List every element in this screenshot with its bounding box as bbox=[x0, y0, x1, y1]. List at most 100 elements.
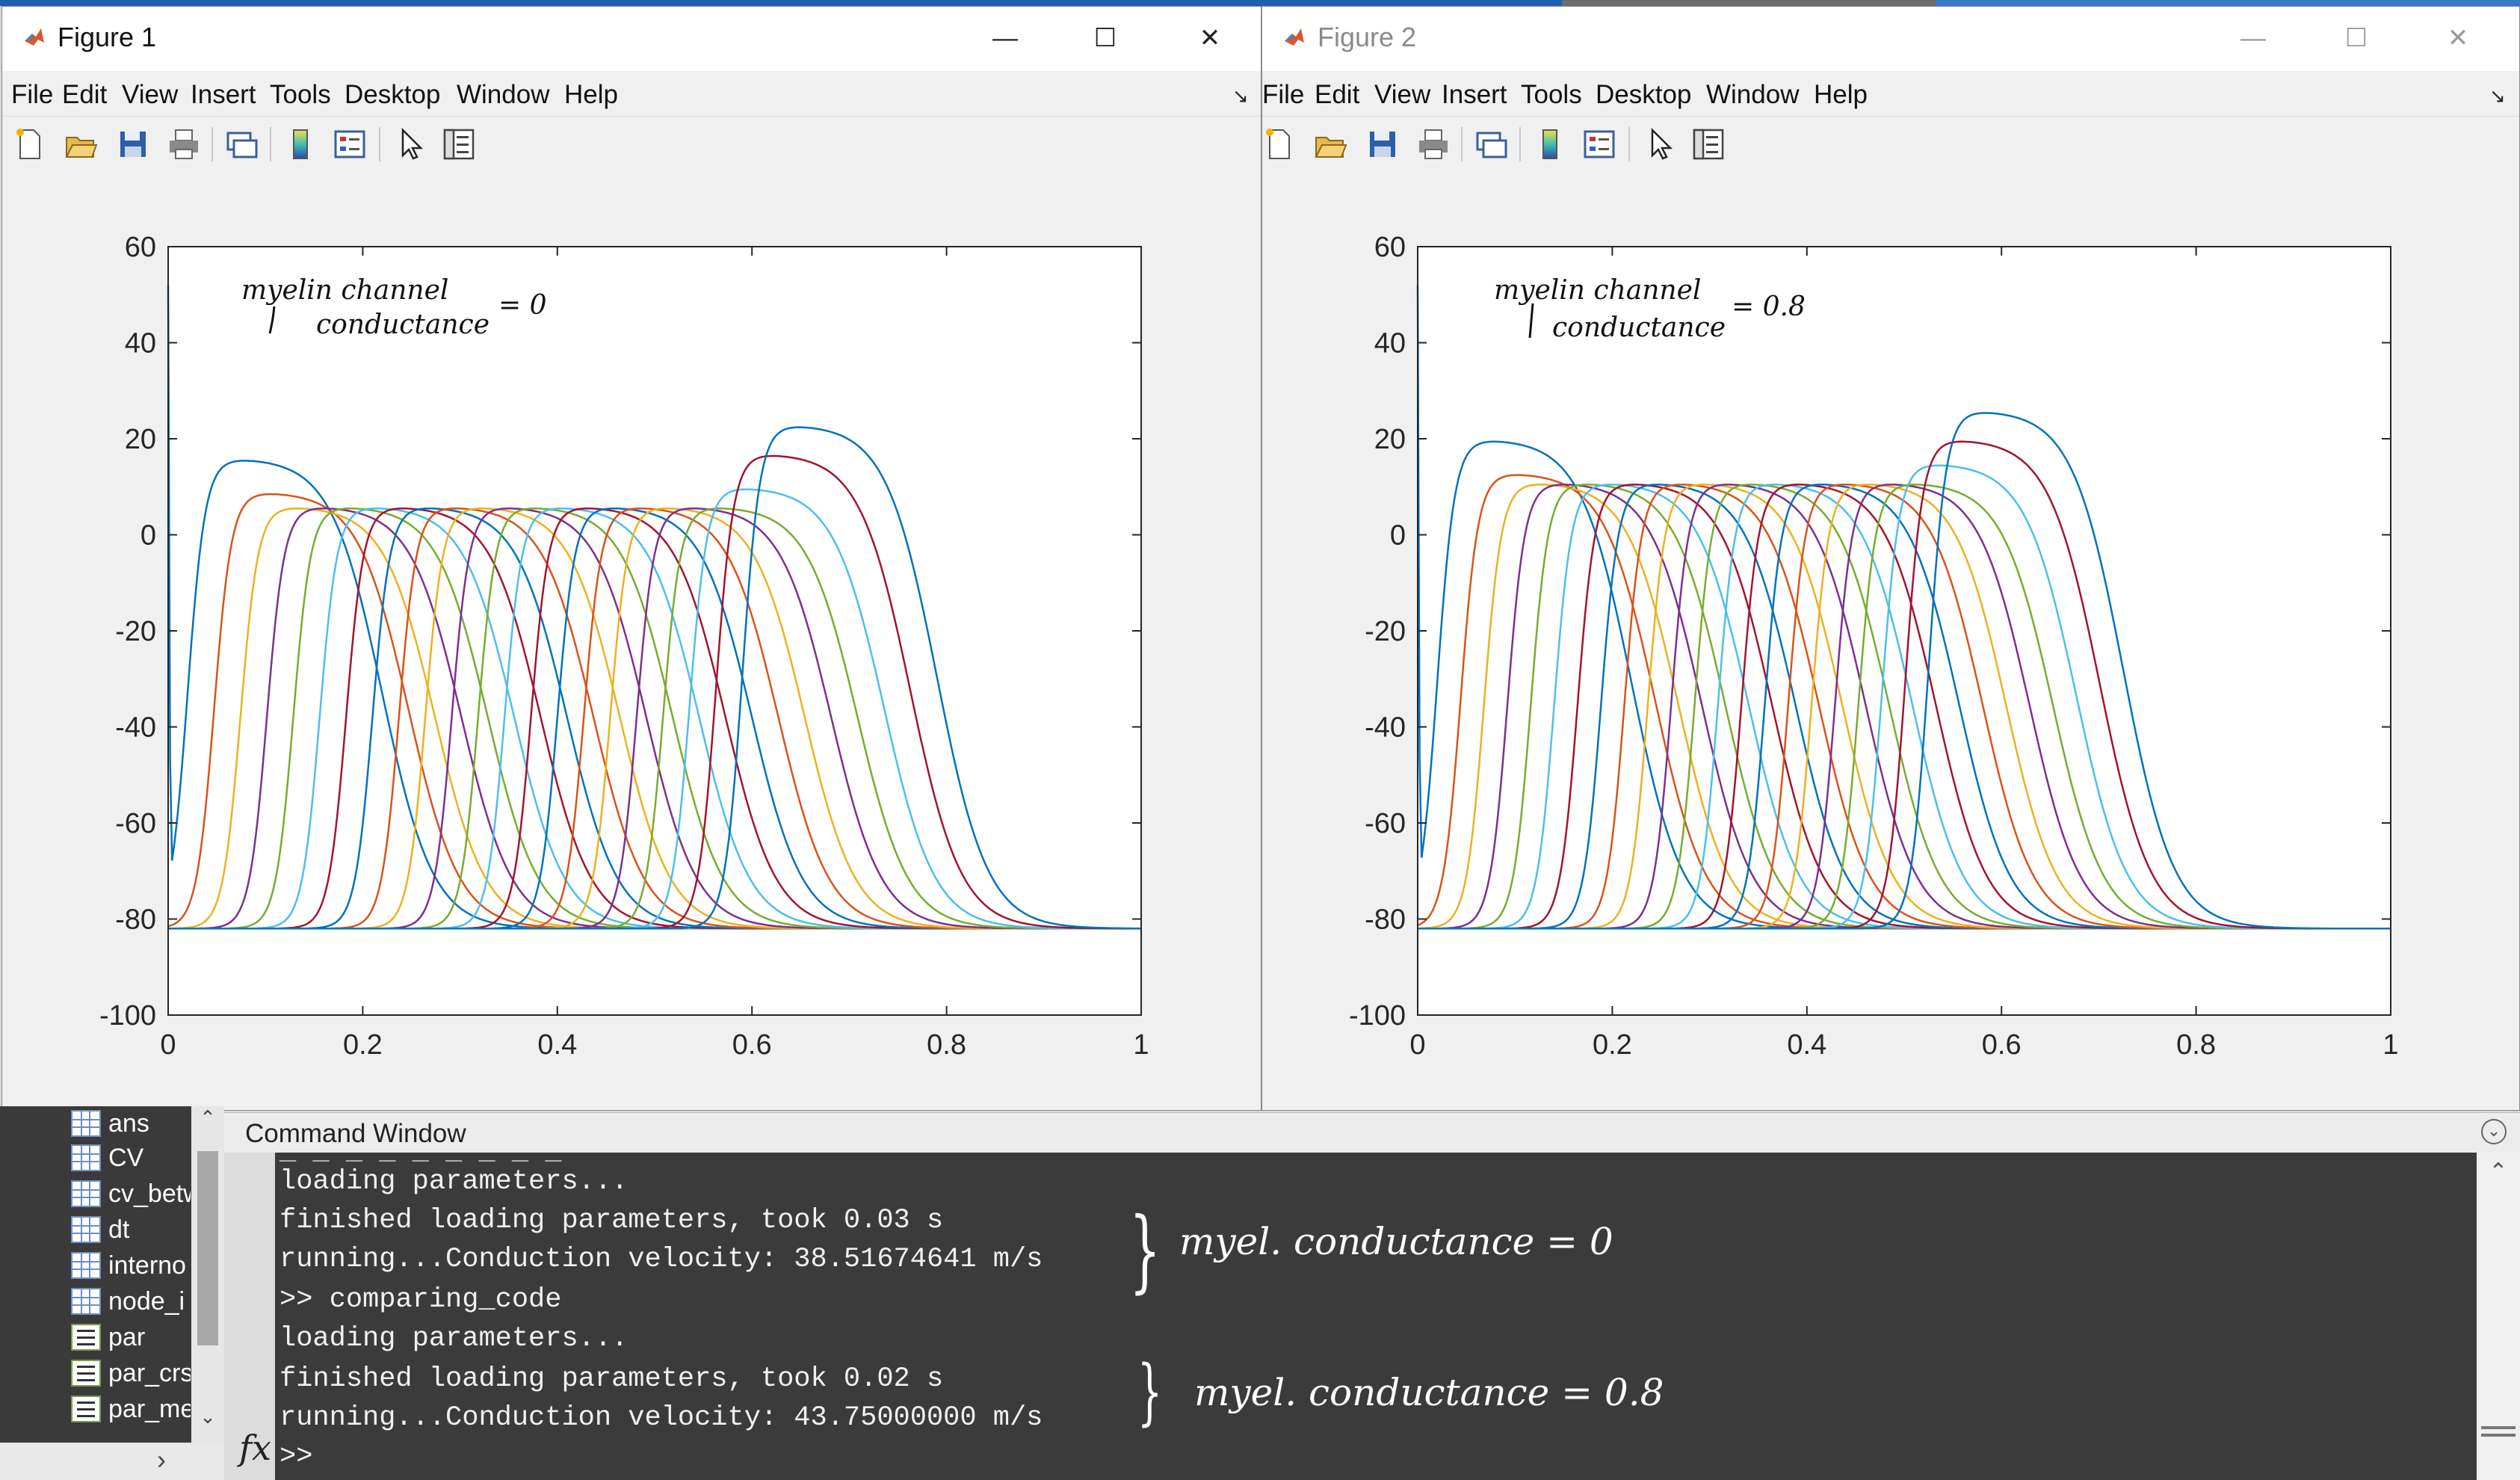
scroll-grip[interactable] bbox=[2481, 1426, 2516, 1429]
menu-file[interactable]: File bbox=[1262, 80, 1305, 109]
legend-icon[interactable] bbox=[331, 126, 368, 163]
menu-view[interactable]: View bbox=[122, 80, 179, 109]
output-line: finished loading parameters, took 0.03 s bbox=[280, 1205, 944, 1236]
annotation-line-2: conductance bbox=[316, 309, 490, 340]
toolbar-separator bbox=[211, 127, 213, 161]
property-inspector-icon[interactable] bbox=[1690, 126, 1727, 163]
minimize-button[interactable]: — bbox=[992, 24, 1018, 52]
scroll-down-icon[interactable]: ⌄ bbox=[200, 1405, 216, 1428]
menu-edit[interactable]: Edit bbox=[1315, 80, 1360, 109]
workspace-scrollbar[interactable]: ⌃ ⌄ bbox=[191, 1106, 224, 1443]
matrix-icon bbox=[71, 1180, 101, 1207]
maximize-button[interactable]: ☐ bbox=[1093, 24, 1117, 52]
y-tick-label: -80 bbox=[115, 904, 156, 936]
handwritten-annotation: myelin channel conductance = 0 bbox=[241, 275, 547, 340]
workspace-variable[interactable]: CV bbox=[71, 1141, 191, 1175]
link-icon[interactable] bbox=[223, 126, 261, 163]
menu-view[interactable]: View bbox=[1374, 80, 1431, 109]
y-tick-label: -100 bbox=[99, 1000, 156, 1032]
close-button[interactable]: ✕ bbox=[1199, 24, 1221, 52]
edit-plot-icon[interactable] bbox=[1642, 126, 1679, 163]
menu-desktop[interactable]: Desktop bbox=[1596, 80, 1692, 109]
command-prompt[interactable]: >> bbox=[280, 1441, 313, 1473]
new-figure-icon[interactable] bbox=[11, 126, 49, 163]
series-line bbox=[168, 426, 1141, 930]
panel-menu-icon[interactable]: ⌄ bbox=[2481, 1119, 2507, 1144]
dock-arrow-icon[interactable]: ↘ bbox=[1232, 84, 1249, 107]
menu-edit[interactable]: Edit bbox=[62, 80, 108, 109]
link-icon[interactable] bbox=[1473, 126, 1510, 163]
workspace-variable[interactable]: cv_betw bbox=[71, 1177, 191, 1211]
y-tick-label: 40 bbox=[125, 328, 156, 360]
matlab-logo-icon bbox=[1283, 26, 1306, 49]
x-tick-label: 0.8 bbox=[927, 1029, 966, 1061]
x-tick-label: 0.4 bbox=[537, 1029, 577, 1061]
maximize-button[interactable]: ☐ bbox=[2344, 24, 2368, 52]
open-file-icon[interactable] bbox=[62, 126, 99, 163]
workspace-variable[interactable]: dt bbox=[71, 1212, 191, 1247]
clipped-line: _ _ _ _ _ _ _ _ _ bbox=[280, 1153, 561, 1168]
y-tick-label: 40 bbox=[1374, 328, 1406, 360]
y-tick-label: -60 bbox=[1365, 808, 1406, 839]
figure-toolbar bbox=[1262, 116, 2519, 173]
command-window-body[interactable]: _ _ _ _ _ _ _ _ _ loading parameters... … bbox=[275, 1153, 2477, 1480]
axes-background bbox=[1418, 247, 2391, 1015]
menu-insert[interactable]: Insert bbox=[191, 80, 256, 109]
matlab-logo-icon bbox=[23, 26, 46, 49]
workspace-variable[interactable]: par bbox=[71, 1320, 191, 1354]
x-tick-label: 0.6 bbox=[1982, 1029, 2022, 1061]
chevron-right-icon[interactable]: › bbox=[157, 1444, 166, 1475]
ticks-group: 0 0.2 0.4 0.6 0.8 1 60 40 20 0 -20 -40 -60 -80 -100 bbox=[1349, 232, 2399, 1061]
legend-icon[interactable] bbox=[1581, 126, 1618, 163]
menu-insert[interactable]: Insert bbox=[1442, 80, 1507, 109]
print-icon[interactable] bbox=[165, 126, 203, 163]
menu-tools[interactable]: Tools bbox=[1521, 80, 1582, 109]
output-line: running...Conduction velocity: 43.750000… bbox=[280, 1402, 1043, 1434]
dock-arrow-icon[interactable]: ↘ bbox=[2489, 84, 2506, 107]
colorbar-icon[interactable] bbox=[282, 126, 319, 163]
annotation-value: = 0 bbox=[498, 290, 547, 321]
series-line bbox=[1418, 412, 2391, 930]
new-figure-icon[interactable] bbox=[1261, 126, 1298, 163]
workspace-variable[interactable]: interno bbox=[71, 1248, 191, 1283]
menu-tools[interactable]: Tools bbox=[270, 80, 331, 109]
colorbar-icon[interactable] bbox=[1531, 126, 1569, 163]
scroll-up-icon[interactable]: ⌃ bbox=[200, 1106, 216, 1129]
y-tick-label: 0 bbox=[1390, 520, 1406, 552]
figure-window-1: Figure 1 — ☐ ✕ File Edit View Insert Too… bbox=[1, 6, 1261, 1111]
minimize-button[interactable]: — bbox=[2240, 24, 2266, 52]
close-button[interactable]: ✕ bbox=[2447, 24, 2469, 52]
property-inspector-icon[interactable] bbox=[440, 126, 478, 163]
menu-window[interactable]: Window bbox=[1706, 80, 1800, 109]
save-icon[interactable] bbox=[114, 126, 152, 163]
workspace-variable[interactable]: ans bbox=[71, 1106, 191, 1141]
print-icon[interactable] bbox=[1415, 126, 1452, 163]
edit-plot-icon[interactable] bbox=[392, 126, 430, 163]
menu-window[interactable]: Window bbox=[457, 80, 550, 109]
figure-toolbar bbox=[2, 116, 1261, 173]
menu-help[interactable]: Help bbox=[1814, 80, 1868, 109]
scroll-thumb[interactable] bbox=[197, 1151, 218, 1345]
toolbar-separator bbox=[1461, 127, 1463, 161]
open-file-icon[interactable] bbox=[1312, 126, 1349, 163]
workspace-variable[interactable]: par_me bbox=[71, 1392, 191, 1426]
command-scrollbar[interactable]: ⌃ bbox=[2477, 1153, 2520, 1480]
command-window-header: Command Window ⌄ bbox=[224, 1112, 2520, 1153]
y-tick-label: -100 bbox=[1349, 1000, 1406, 1032]
taskbar-strip bbox=[0, 0, 2520, 6]
annotation-line-1: myelin channel bbox=[1494, 275, 1701, 306]
matrix-icon bbox=[71, 1144, 101, 1171]
y-tick-label: -20 bbox=[115, 616, 156, 647]
function-browser-icon[interactable]: fx bbox=[239, 1428, 271, 1468]
menu-desktop[interactable]: Desktop bbox=[345, 80, 441, 109]
x-tick-label: 0.2 bbox=[1593, 1029, 1632, 1061]
output-line: loading parameters... bbox=[280, 1323, 629, 1354]
workspace-variable[interactable]: node_i bbox=[71, 1284, 191, 1319]
menu-help[interactable]: Help bbox=[564, 80, 618, 109]
save-icon[interactable] bbox=[1364, 126, 1401, 163]
scroll-up-icon[interactable]: ⌃ bbox=[2489, 1159, 2508, 1184]
output-line: finished loading parameters, took 0.02 s bbox=[280, 1363, 944, 1395]
workspace-variable[interactable]: par_crs bbox=[71, 1356, 191, 1390]
menu-file[interactable]: File bbox=[11, 80, 54, 109]
y-tick-label: 0 bbox=[140, 520, 156, 552]
